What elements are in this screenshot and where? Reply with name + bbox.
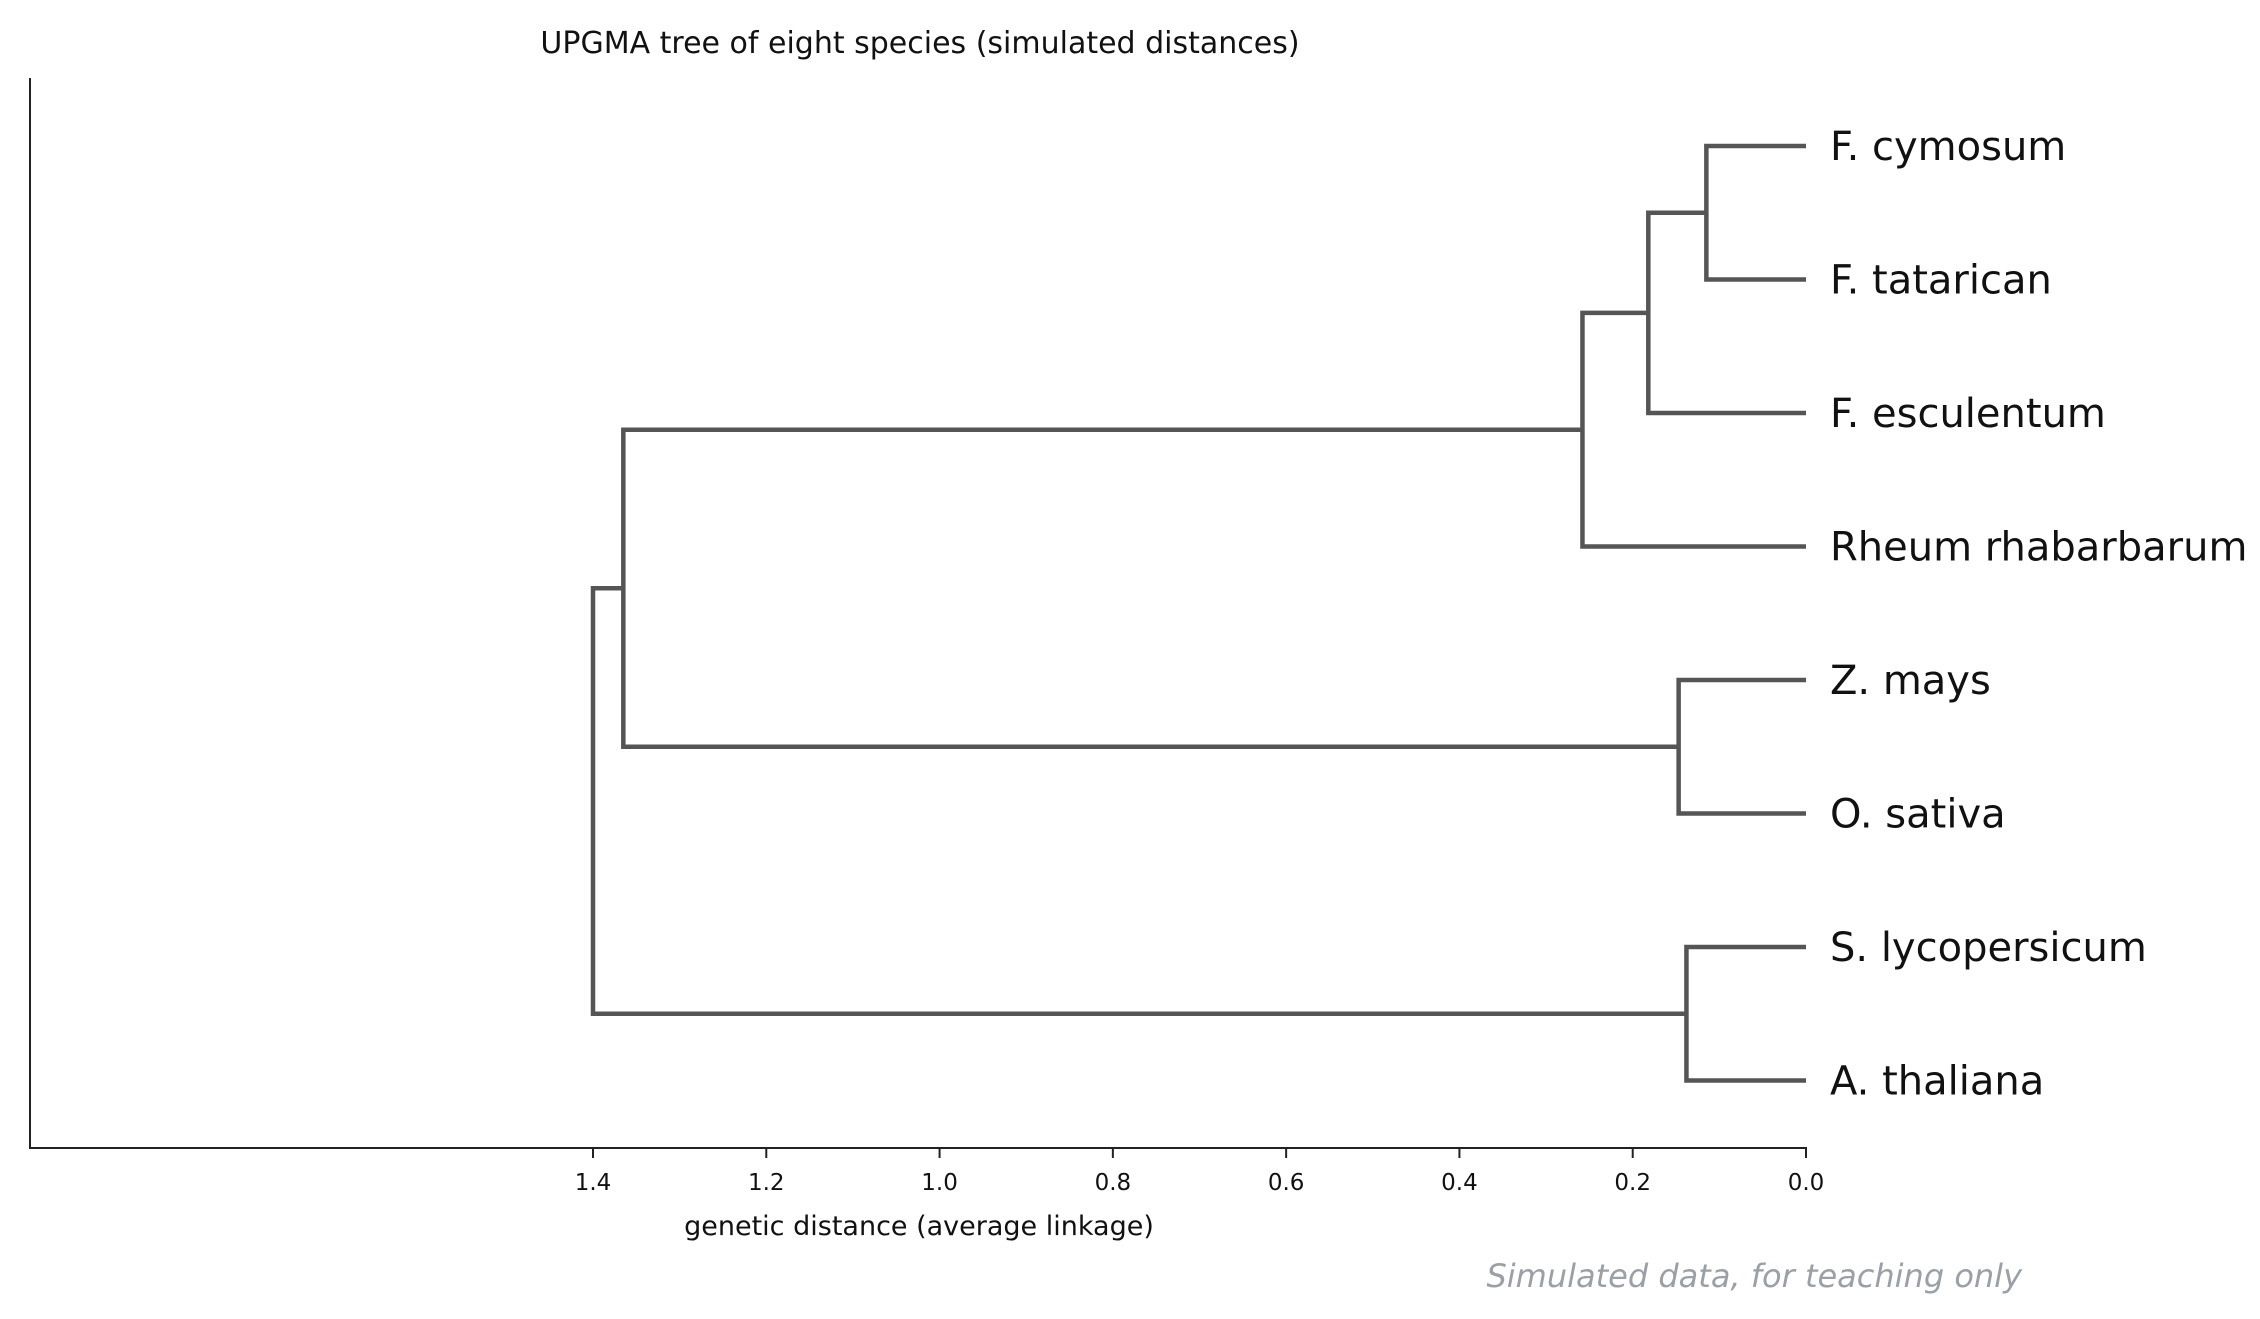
leaf-label: F. cymosum <box>1830 124 2066 170</box>
x-tick-label: 0.6 <box>1268 1170 1305 1196</box>
leaf-label: Rheum rhabarbarum <box>1830 525 2247 571</box>
tree-branch <box>1684 944 1806 1083</box>
x-tick-label: 1.2 <box>748 1170 785 1196</box>
chart-title: UPGMA tree of eight species (simulated d… <box>540 26 1299 61</box>
leaf-label: F. tatarican <box>1830 258 2052 304</box>
tree-branch <box>1580 310 1806 549</box>
tree-branches <box>590 143 1806 1083</box>
leaf-label: Z. mays <box>1830 658 1991 704</box>
x-tick-label: 0.4 <box>1441 1170 1478 1196</box>
x-tick-label: 0.2 <box>1614 1170 1651 1196</box>
x-tick-label: 1.0 <box>921 1170 958 1196</box>
x-tick-label: 0.0 <box>1788 1170 1825 1196</box>
x-axis-label: genetic distance (average linkage) <box>684 1211 1154 1242</box>
x-axis-ticks: 1.4 1.2 1.0 0.8 0.6 0.4 0.2 0.0 <box>575 1148 1825 1196</box>
leaf-label: F. esculentum <box>1830 391 2106 437</box>
x-tick-label: 0.8 <box>1095 1170 1132 1196</box>
leaf-label: A. thaliana <box>1830 1059 2044 1105</box>
tree-branch <box>1704 143 1806 282</box>
leaf-label: S. lycopersicum <box>1830 925 2147 971</box>
tree-branch <box>1676 677 1806 816</box>
tree-branch <box>590 585 1687 1016</box>
leaf-label: O. sativa <box>1830 792 2006 838</box>
tree-branch <box>621 427 1679 749</box>
leaf-labels: F. cymosum F. tatarican F. esculentum Rheum… <box>1830 124 2247 1105</box>
simulated-data-note: Simulated data, for teaching only <box>1486 1257 2023 1295</box>
x-tick-label: 1.4 <box>575 1170 612 1196</box>
tree-branch <box>1646 210 1806 416</box>
